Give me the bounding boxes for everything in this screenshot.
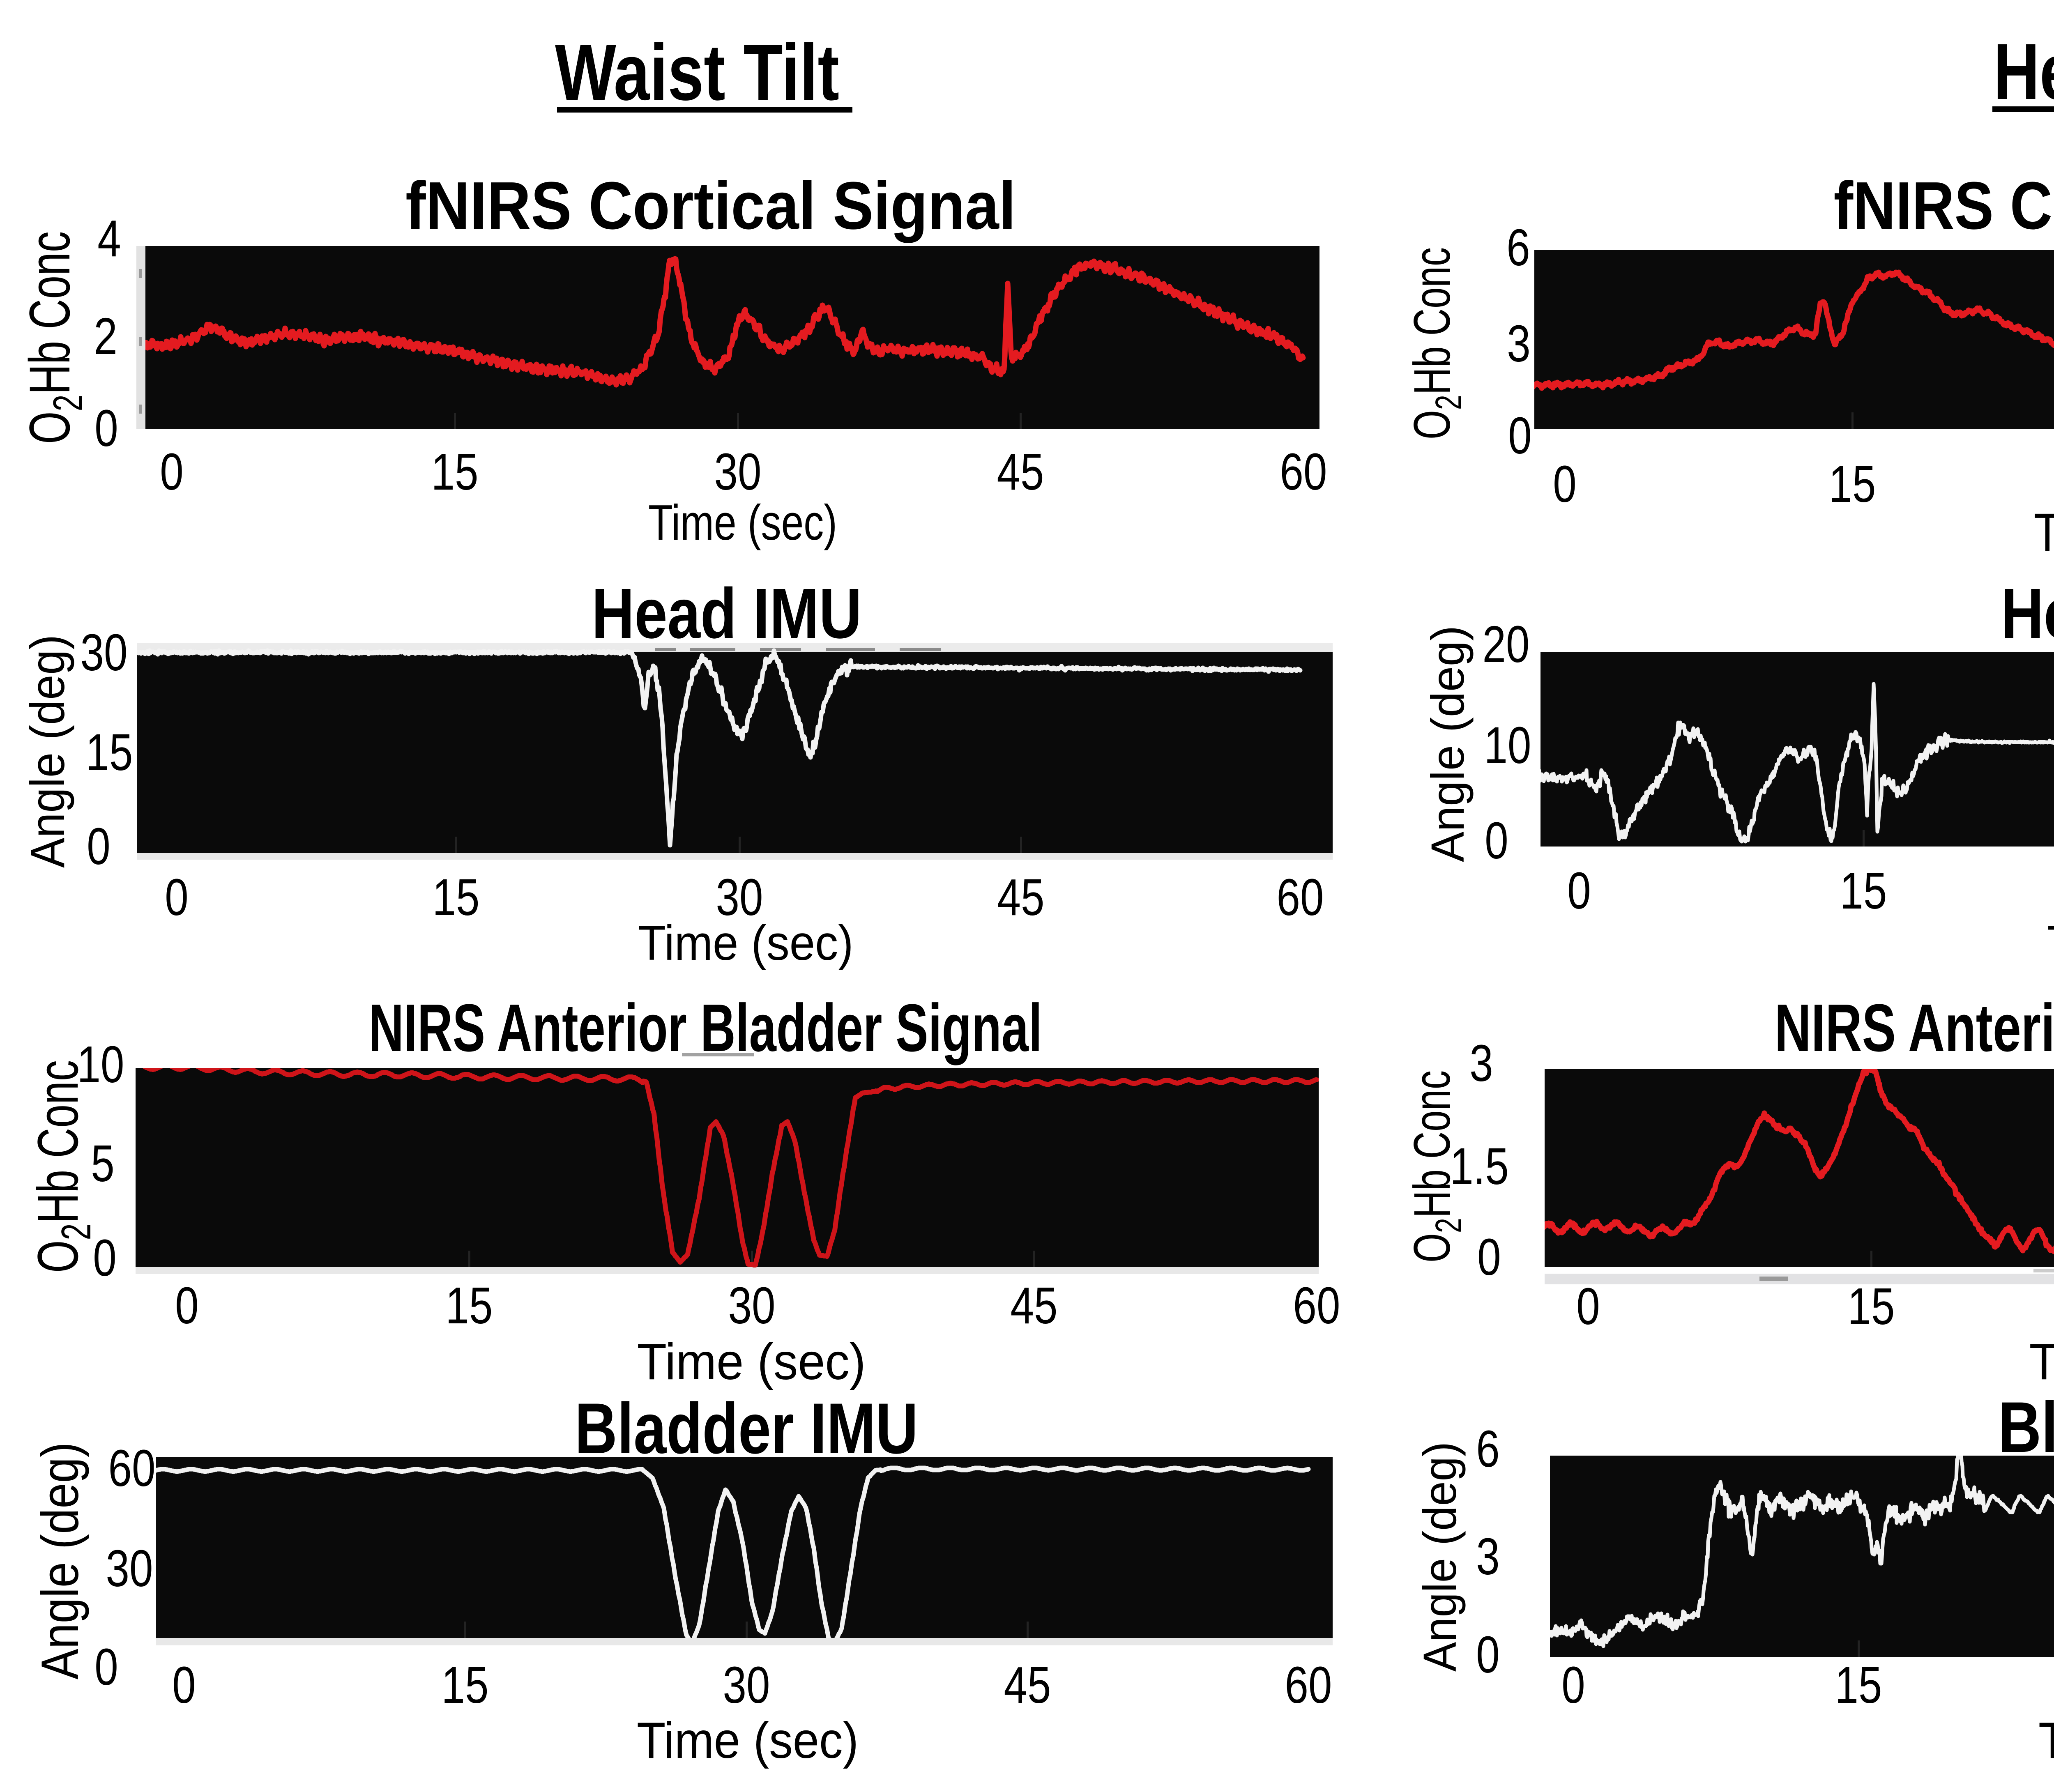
svg-text:30: 30 xyxy=(716,869,763,926)
svg-text:fNIRS Cortical Signal: fNIRS Cortical Signal xyxy=(405,168,1016,243)
svg-text:Head IMU: Head IMU xyxy=(592,574,862,653)
svg-text:15: 15 xyxy=(1835,1656,1882,1714)
svg-text:0: 0 xyxy=(172,1656,196,1714)
svg-text:0: 0 xyxy=(160,443,183,501)
svg-text:45: 45 xyxy=(997,443,1044,501)
svg-text:3: 3 xyxy=(1476,1528,1499,1585)
svg-text:0: 0 xyxy=(87,818,110,875)
svg-text:0: 0 xyxy=(1553,455,1576,513)
svg-text:0: 0 xyxy=(1567,862,1591,920)
svg-text:fNIRS Cortical Signal: fNIRS Cortical Signal xyxy=(1833,168,2054,243)
svg-text:15: 15 xyxy=(433,869,480,926)
svg-text:NIRS Anterior Bladder Signal: NIRS Anterior Bladder Signal xyxy=(1775,990,2054,1065)
svg-text:Time (sec): Time (sec) xyxy=(2034,502,2054,562)
svg-text:60: 60 xyxy=(1285,1656,1332,1714)
svg-text:0: 0 xyxy=(94,1638,118,1696)
svg-text:0: 0 xyxy=(1477,1228,1501,1286)
svg-text:0: 0 xyxy=(165,869,188,926)
svg-text:60: 60 xyxy=(1277,869,1324,926)
svg-text:Angle (deg): Angle (deg) xyxy=(21,635,74,868)
svg-text:45: 45 xyxy=(1011,1277,1058,1334)
svg-text:2: 2 xyxy=(94,308,117,365)
svg-text:30: 30 xyxy=(714,443,762,501)
svg-text:15: 15 xyxy=(446,1277,493,1334)
svg-text:Time (sec): Time (sec) xyxy=(638,915,854,970)
svg-text:60: 60 xyxy=(1293,1277,1340,1334)
svg-text:Time (sec): Time (sec) xyxy=(637,1712,859,1769)
svg-text:6: 6 xyxy=(1476,1420,1499,1478)
svg-text:6: 6 xyxy=(1506,219,1530,276)
svg-text:Time (sec): Time (sec) xyxy=(2029,1333,2054,1390)
svg-text:0: 0 xyxy=(93,1229,116,1287)
svg-text:10: 10 xyxy=(77,1036,124,1093)
svg-text:O2Hb Conc: O2Hb Conc xyxy=(1404,1070,1469,1263)
svg-text:30: 30 xyxy=(106,1540,153,1597)
svg-text:15: 15 xyxy=(1840,862,1887,920)
svg-text:Head IMU: Head IMU xyxy=(2001,574,2054,653)
svg-text:O2Hb Conc: O2Hb Conc xyxy=(17,231,91,444)
svg-text:15: 15 xyxy=(442,1656,489,1714)
svg-text:20: 20 xyxy=(1483,616,1530,673)
svg-text:Bladder IMU: Bladder IMU xyxy=(1998,1387,2054,1468)
svg-text:NIRS Anterior Bladder Signal: NIRS Anterior Bladder Signal xyxy=(368,990,1042,1065)
svg-text:60: 60 xyxy=(108,1440,156,1497)
svg-text:30: 30 xyxy=(728,1277,776,1334)
svg-text:0: 0 xyxy=(94,400,118,457)
svg-text:Waist Tilt: Waist Tilt xyxy=(555,28,839,117)
svg-text:10: 10 xyxy=(1484,717,1531,774)
svg-text:0: 0 xyxy=(175,1277,198,1334)
svg-text:3: 3 xyxy=(1507,315,1530,373)
svg-text:0: 0 xyxy=(1485,812,1508,870)
svg-text:45: 45 xyxy=(1004,1656,1051,1714)
svg-text:30: 30 xyxy=(723,1656,770,1714)
svg-text:0: 0 xyxy=(1476,1626,1499,1684)
svg-text:0: 0 xyxy=(1508,407,1531,465)
svg-text:0: 0 xyxy=(1576,1278,1600,1335)
svg-text:0: 0 xyxy=(1561,1656,1585,1714)
svg-text:O2Hb Conc: O2Hb Conc xyxy=(1404,247,1469,439)
svg-text:Time (sec): Time (sec) xyxy=(2047,915,2054,970)
svg-text:Time (sec): Time (sec) xyxy=(2038,1712,2054,1769)
svg-text:3: 3 xyxy=(1469,1035,1493,1092)
svg-text:45: 45 xyxy=(997,869,1045,926)
svg-text:15: 15 xyxy=(1829,455,1876,513)
svg-text:Bladder IMU: Bladder IMU xyxy=(575,1388,918,1468)
svg-text:Time (sec): Time (sec) xyxy=(637,1333,866,1390)
svg-text:Angle (deg): Angle (deg) xyxy=(1414,1442,1466,1672)
svg-text:60: 60 xyxy=(1280,443,1327,501)
svg-text:Angle (deg): Angle (deg) xyxy=(31,1442,90,1679)
svg-text:15: 15 xyxy=(1848,1278,1895,1335)
svg-text:30: 30 xyxy=(81,624,128,681)
svg-text:Angle (deg): Angle (deg) xyxy=(1421,626,1474,862)
svg-text:Time (sec): Time (sec) xyxy=(648,495,837,551)
svg-text:15: 15 xyxy=(431,443,479,501)
svg-text:1.5: 1.5 xyxy=(1450,1138,1509,1195)
svg-text:Head Tilt: Head Tilt xyxy=(1994,28,2054,116)
svg-text:4: 4 xyxy=(97,210,121,267)
svg-text:15: 15 xyxy=(86,724,133,781)
svg-text:5: 5 xyxy=(91,1135,114,1192)
svg-text:O2Hb Conc: O2Hb Conc xyxy=(25,1060,99,1273)
